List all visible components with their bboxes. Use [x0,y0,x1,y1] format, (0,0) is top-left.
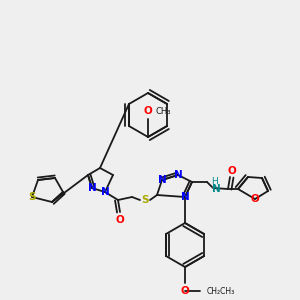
Text: N: N [88,183,96,193]
Text: S: S [28,192,36,202]
Text: O: O [144,106,152,116]
Text: CH₃: CH₃ [155,106,170,116]
Text: N: N [181,192,189,202]
Text: O: O [181,286,189,296]
Text: O: O [116,215,124,225]
Text: H: H [212,178,218,187]
Text: N: N [100,187,109,197]
Text: O: O [228,166,236,176]
Text: CH₂CH₃: CH₂CH₃ [207,286,235,296]
Text: O: O [250,194,260,204]
Text: N: N [174,170,182,180]
Text: N: N [212,184,220,194]
Text: N: N [158,175,166,185]
Text: S: S [141,195,149,205]
